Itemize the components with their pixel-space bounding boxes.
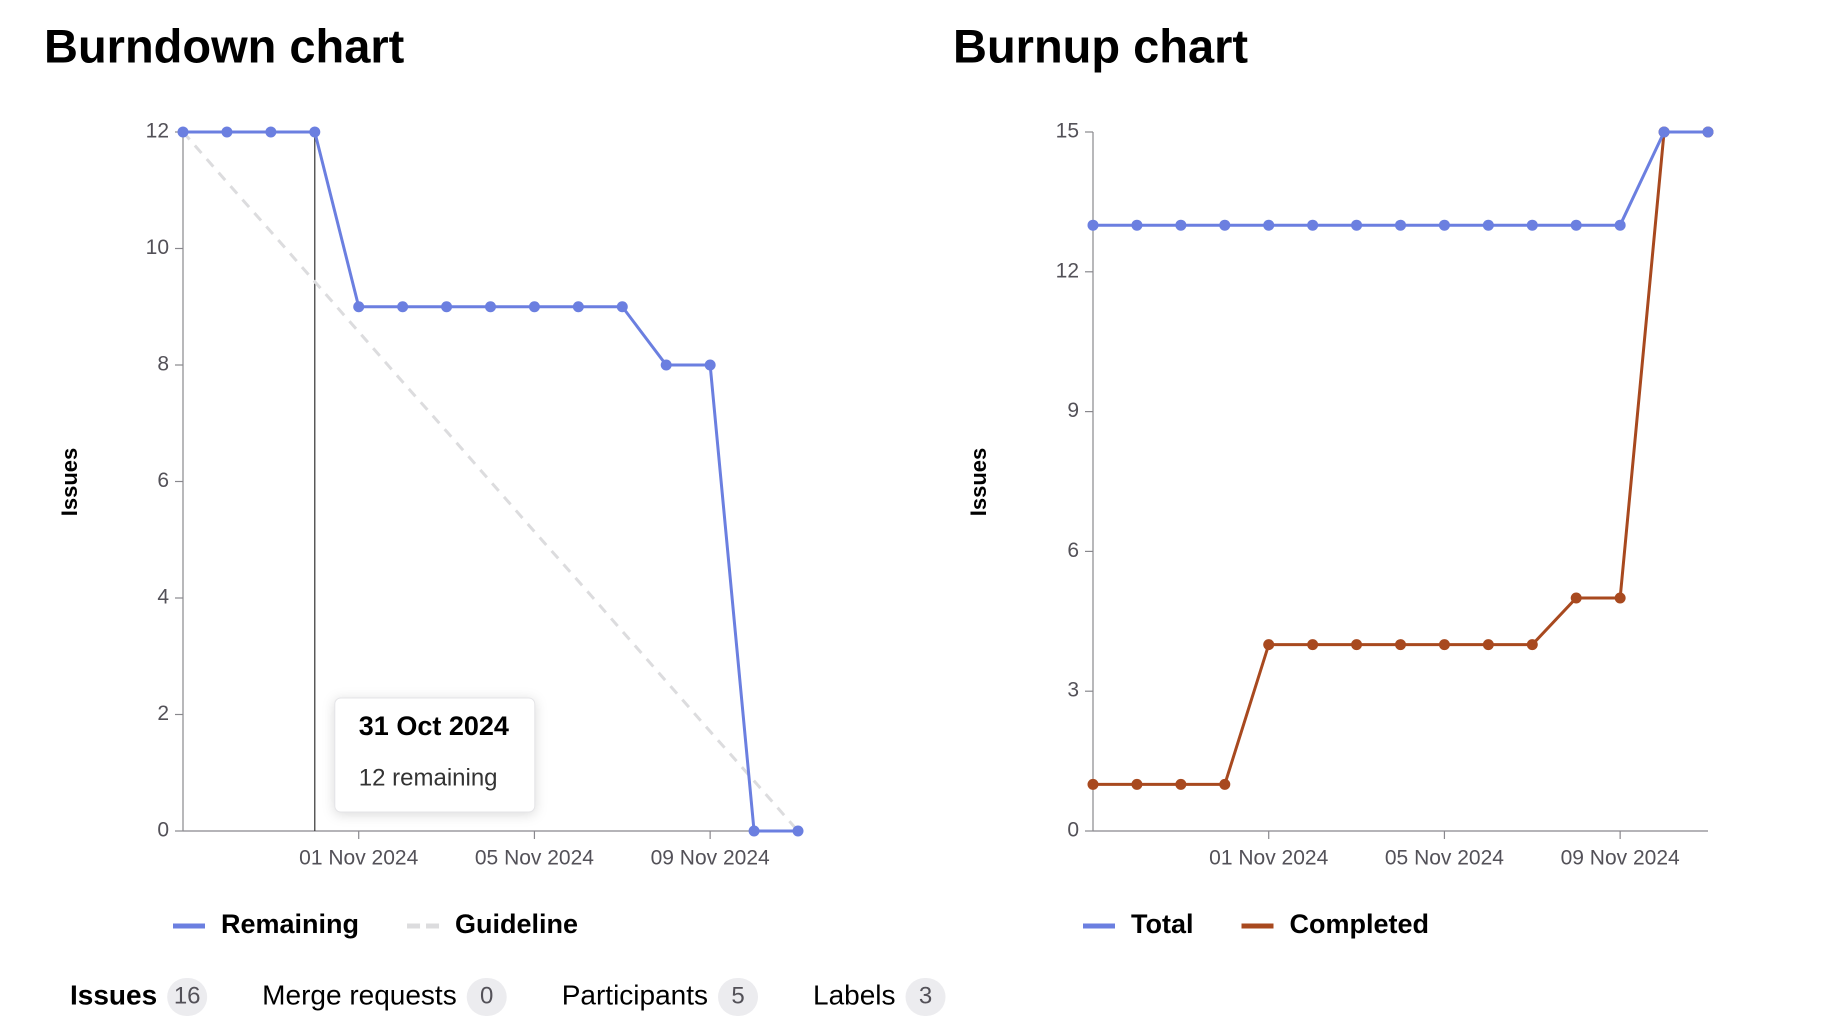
data-point [1482,219,1494,231]
data-point [1131,219,1143,231]
data-point [1307,219,1319,231]
data-point [1219,219,1231,231]
tab-count: 0 [480,982,493,1009]
tab[interactable]: Participants 5 [562,978,759,1016]
tab-count: 16 [174,982,201,1009]
data-point [660,359,672,371]
data-point [1263,219,1275,231]
data-point [1087,219,1099,231]
tab-badge [167,978,208,1016]
data-point [1614,592,1626,604]
data-point [1702,126,1714,138]
y-tick-label: 10 [146,236,169,259]
tab-label: Labels [813,979,896,1010]
legend-label: Guideline [455,909,578,939]
data-point [1482,639,1494,651]
x-tick-label: 01 Nov 2024 [1209,847,1328,870]
data-point [353,301,365,313]
data-point [1263,639,1275,651]
x-tick-label: 05 Nov 2024 [475,847,594,870]
tooltip-title: 31 Oct 2024 [359,711,509,741]
data-point [1175,778,1187,790]
data-point [528,301,540,313]
tab-badge [905,978,946,1016]
tooltip-text: 12 remaining [359,764,498,791]
data-point [221,126,233,138]
data-point [1351,219,1363,231]
x-tick-label: 09 Nov 2024 [651,847,770,870]
y-tick-label: 2 [157,702,169,725]
data-point [1570,219,1582,231]
tab-count: 3 [919,982,932,1009]
tab[interactable]: Issues 16 [70,978,208,1016]
x-tick-label: 05 Nov 2024 [1385,847,1504,870]
legend-label: Completed [1290,909,1430,939]
y-tick-label: 9 [1067,399,1079,422]
y-tick-label: 6 [157,469,169,492]
data-point [1570,592,1582,604]
y-tick-label: 0 [1067,819,1079,842]
data-point [1526,219,1538,231]
data-point [485,301,496,313]
x-tick-label: 01 Nov 2024 [299,847,418,870]
tab-label: Participants [562,979,708,1010]
data-point [1087,778,1099,790]
data-point [441,301,453,313]
data-point [1395,639,1406,651]
legend-label: Remaining [221,909,359,939]
x-tick-label: 09 Nov 2024 [1561,847,1680,870]
data-point [1307,639,1319,651]
tab-badge [718,978,759,1016]
data-point [1175,219,1187,231]
chart-title: Burndown chart [44,19,405,72]
series-line [181,131,800,832]
data-point [1614,219,1626,231]
y-axis-label: Issues [57,448,82,517]
data-point [1219,778,1231,790]
y-axis-label: Issues [966,448,991,517]
series-line [1093,130,1708,227]
y-tick-label: 12 [146,120,169,143]
data-point [748,825,760,837]
data-point [704,359,716,371]
data-point [1395,219,1406,231]
tab-label: Issues [70,979,157,1010]
tooltip-box [334,697,536,813]
tab[interactable]: Labels 3 [813,978,946,1016]
y-tick-label: 3 [1067,679,1079,702]
tab-badge [466,978,507,1016]
y-tick-label: 8 [157,353,169,376]
data-point [792,825,804,837]
data-point [397,301,409,313]
y-tick-label: 0 [157,819,169,842]
y-tick-label: 4 [157,586,169,609]
data-point [1131,778,1143,790]
legend-label: Total [1131,909,1194,939]
data-point [1658,126,1670,138]
data-point [616,301,628,313]
y-tick-label: 12 [1056,259,1079,282]
data-point [1526,639,1538,651]
data-point [265,126,277,138]
data-point [309,126,321,138]
data-point [572,301,584,313]
data-point [1438,219,1450,231]
data-point [1438,639,1450,651]
y-tick-label: 6 [1067,539,1079,562]
tab[interactable]: Merge requests 0 [262,978,507,1016]
chart-title: Burnup chart [953,19,1248,72]
tab-count: 5 [731,982,744,1009]
tab-label: Merge requests [262,979,457,1010]
data-point [1351,639,1363,651]
data-point [177,126,189,138]
y-tick-label: 15 [1056,120,1079,143]
